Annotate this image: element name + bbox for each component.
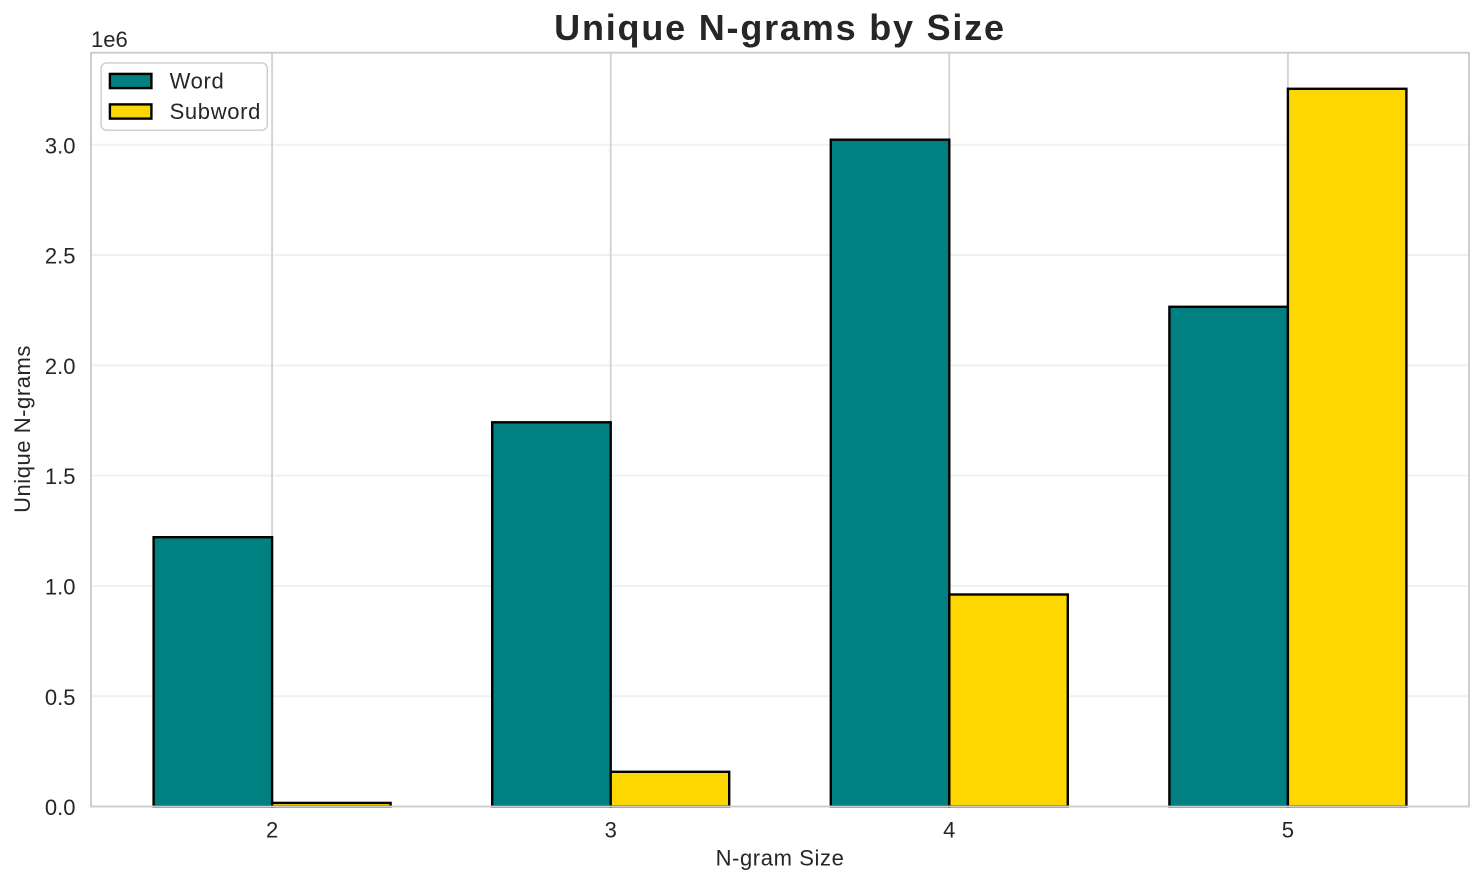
svg-text:3.0: 3.0 xyxy=(45,133,76,158)
svg-text:Unique N-grams by Size: Unique N-grams by Size xyxy=(554,7,1006,48)
svg-text:1e6: 1e6 xyxy=(91,27,128,52)
svg-text:Subword: Subword xyxy=(170,99,261,124)
svg-text:Unique N-grams: Unique N-grams xyxy=(10,345,35,513)
svg-text:0.5: 0.5 xyxy=(45,685,76,710)
svg-text:Word: Word xyxy=(170,68,225,93)
svg-text:1.5: 1.5 xyxy=(45,464,76,489)
svg-text:2: 2 xyxy=(266,818,278,843)
svg-text:5: 5 xyxy=(1282,818,1294,843)
svg-text:2.5: 2.5 xyxy=(45,244,76,269)
svg-text:3: 3 xyxy=(605,818,617,843)
svg-text:N-gram Size: N-gram Size xyxy=(716,845,845,870)
svg-text:4: 4 xyxy=(943,818,955,843)
svg-text:1.0: 1.0 xyxy=(45,575,76,600)
svg-text:0.0: 0.0 xyxy=(45,795,76,820)
svg-text:2.0: 2.0 xyxy=(45,354,76,379)
